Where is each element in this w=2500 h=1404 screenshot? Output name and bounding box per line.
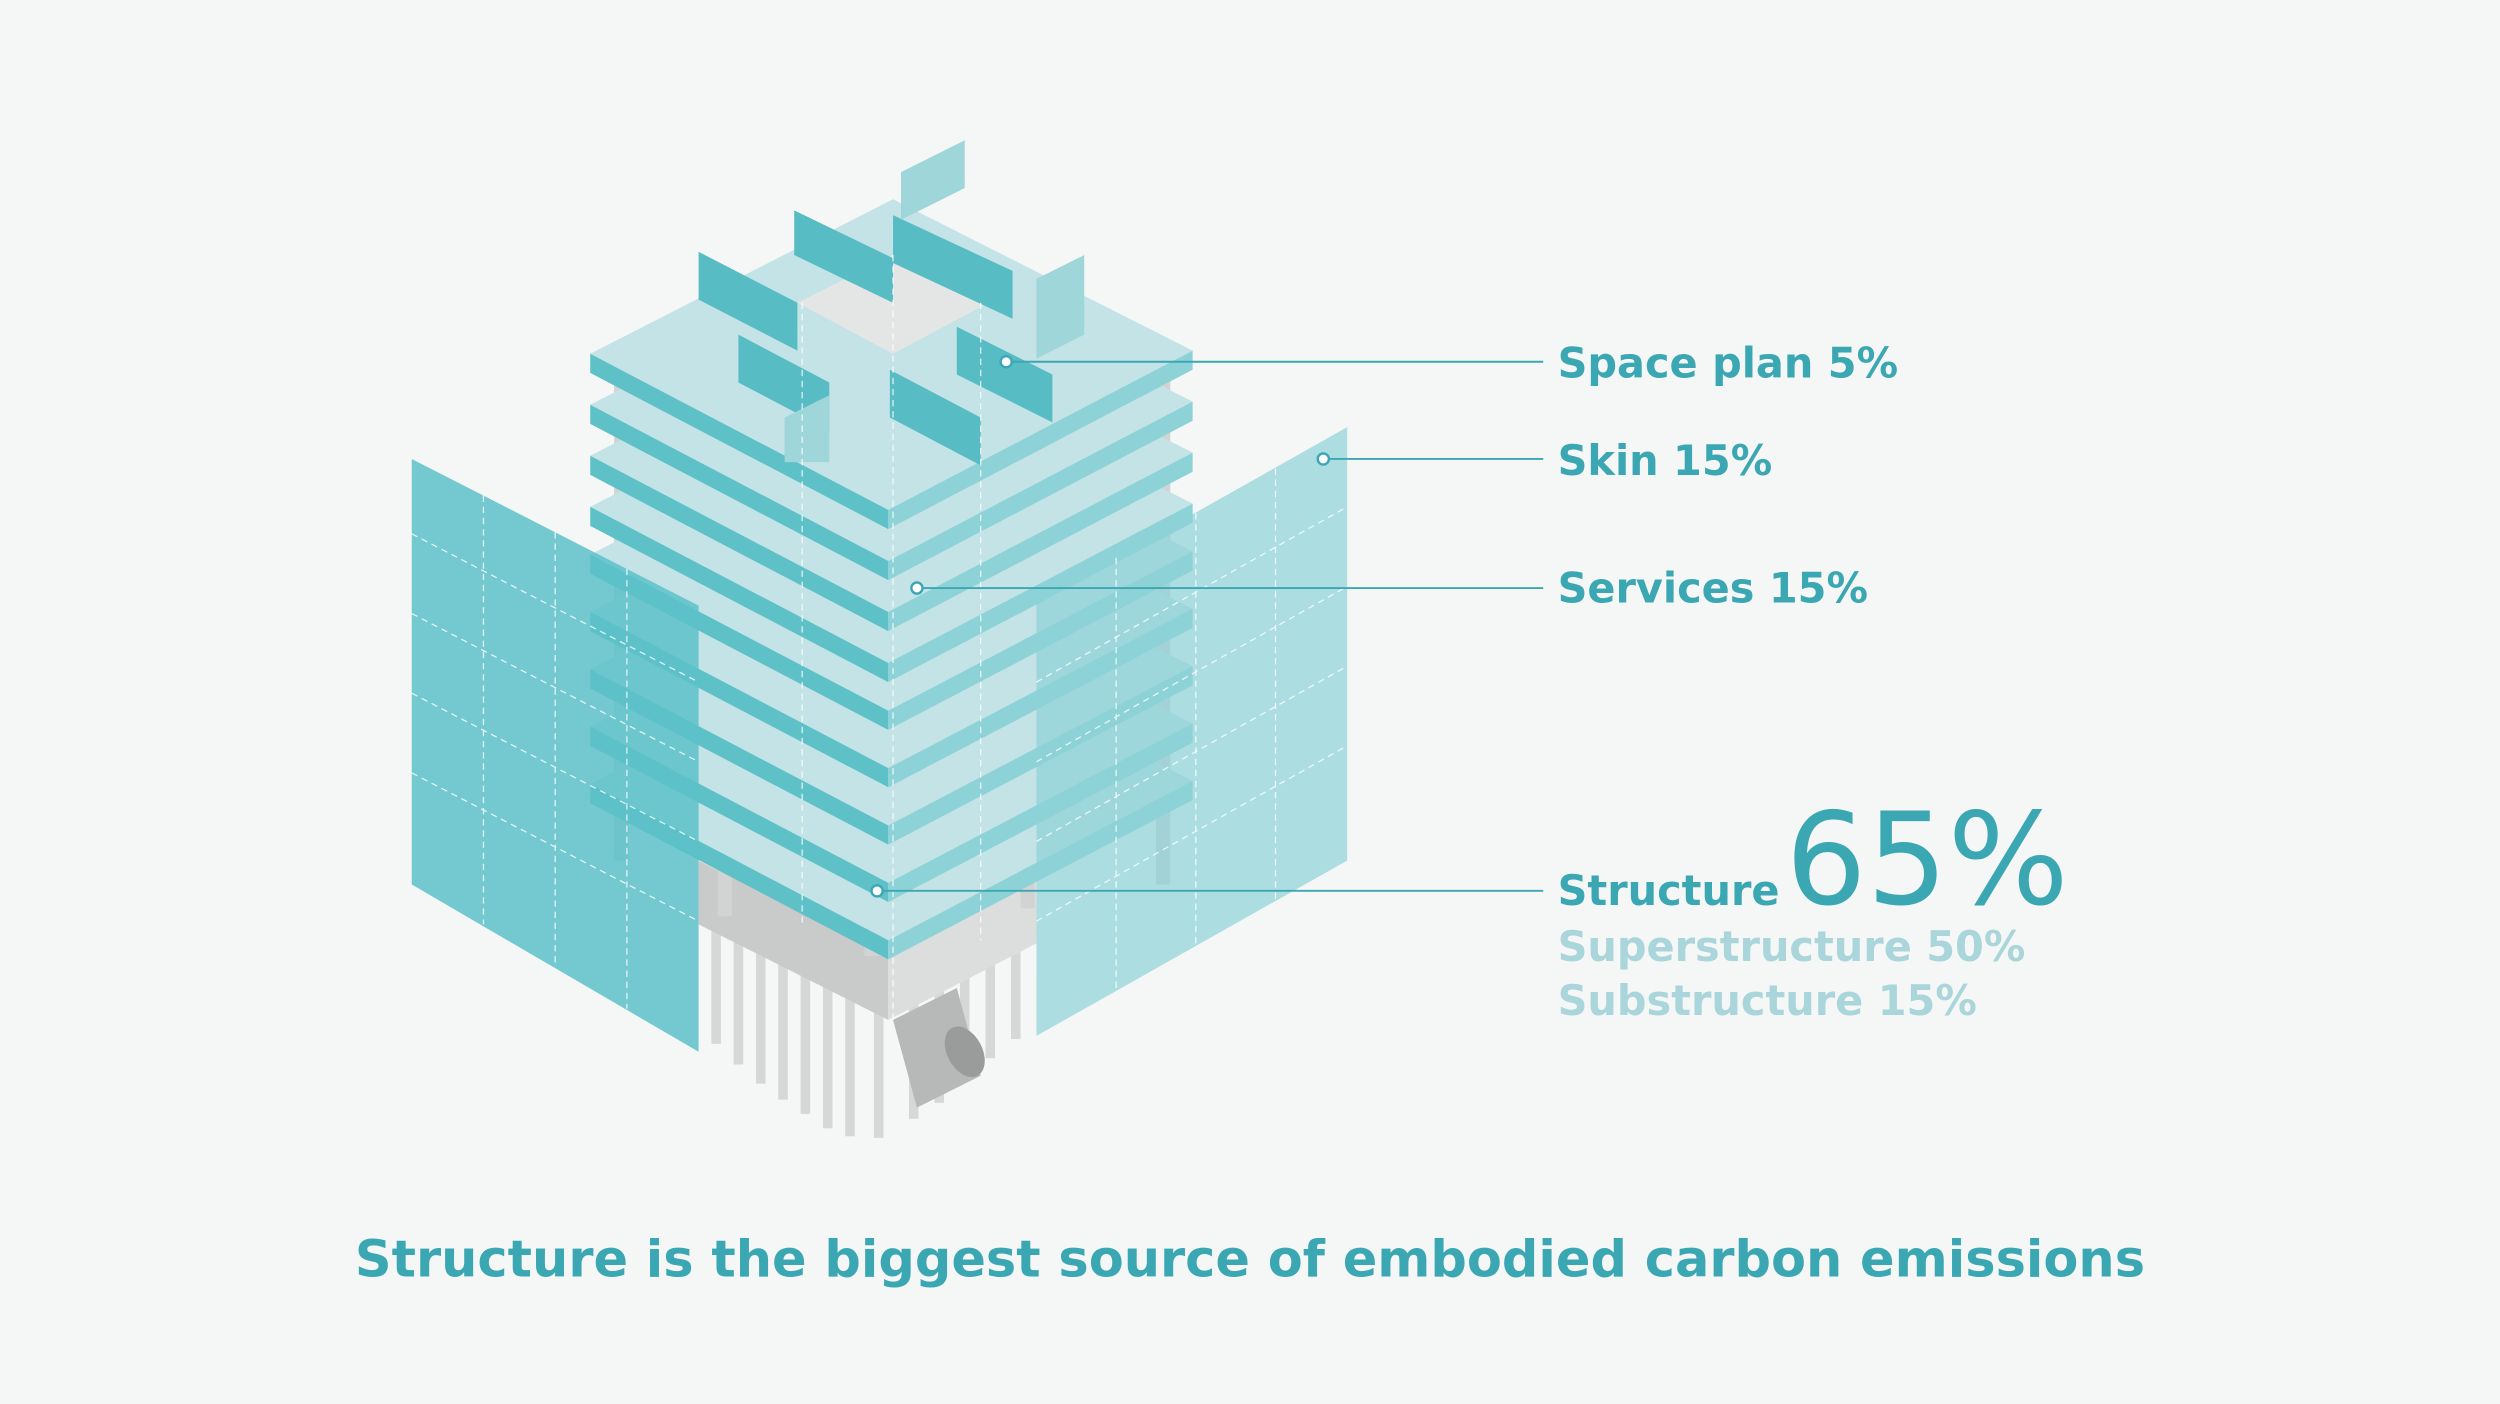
pipe [893, 988, 985, 1108]
leaders [870, 354, 1544, 898]
label: Skin 15% [1558, 437, 1773, 485]
structure-label: Structure [1558, 867, 1780, 915]
structure-part: Superstructure 50% [1558, 923, 2026, 971]
skin [411, 254, 1348, 1052]
structure-part: Substructure 15% [1558, 977, 1977, 1025]
structure-value: 65% [1785, 787, 2068, 935]
label: Space plan 5% [1558, 340, 1899, 388]
label: Services 15% [1558, 564, 1868, 612]
caption: Structure is the biggest source of embod… [355, 1231, 2145, 1290]
